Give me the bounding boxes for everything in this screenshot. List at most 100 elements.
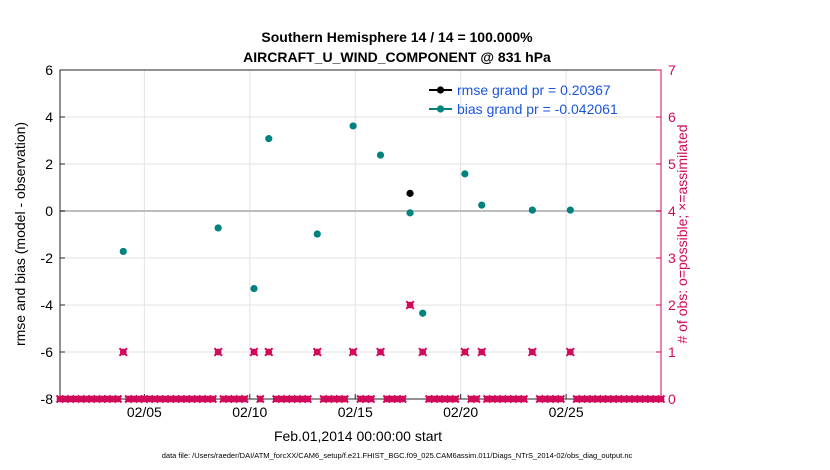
obs-zero-marker-o <box>88 395 96 403</box>
bias-point <box>376 151 385 159</box>
obs-zero-marker-o <box>473 395 480 403</box>
x-axis: 02/05 02/10 02/15 02/20 02/25 <box>127 394 584 420</box>
obs-zero-marker-o <box>167 395 175 403</box>
obs-zero-marker-o <box>441 395 449 403</box>
obs-zero-marker-o <box>293 395 301 403</box>
obs-zero-marker-o <box>193 395 201 403</box>
obs-zero-marker-o <box>172 395 180 403</box>
obs-zero-marker-o <box>336 395 343 403</box>
obs-zero-marker-o <box>615 395 623 403</box>
right-tick-label: 2 <box>668 297 676 313</box>
obs-zero-marker-o <box>230 395 238 403</box>
obs-zero-marker-o <box>357 395 364 403</box>
obs-zero-marker-o <box>209 395 217 403</box>
legend-bias-marker <box>436 105 445 113</box>
obs-zero-marker-o <box>320 395 327 403</box>
obs-zero-marker-o <box>177 395 185 403</box>
obs-zero-marker-o <box>288 395 296 403</box>
obs-zero-marker-o <box>156 395 164 403</box>
left-axis-label: rmse and bias (model - observation) <box>12 122 28 346</box>
bias-point <box>119 247 127 256</box>
legend: rmse grand pr = 0.20367 bias grand pr = … <box>429 82 618 117</box>
right-tick-label: 0 <box>668 391 676 407</box>
x-tick-label: 02/10 <box>232 404 267 420</box>
data-marks <box>55 122 666 404</box>
x-axis-label: Feb.01,2014 00:00:00 start <box>274 428 442 444</box>
obs-zero-marker-o <box>56 395 64 403</box>
obs-assimilated-point <box>249 347 259 357</box>
obs-zero-marker-o <box>130 395 138 403</box>
obs-zero-marker-o <box>304 395 312 403</box>
obs-zero-marker-o <box>425 395 433 403</box>
left-tick-label: 4 <box>45 109 53 125</box>
obs-zero-marker-o <box>446 395 454 403</box>
right-tick-label: 1 <box>668 344 676 360</box>
obs-zero-marker-o <box>652 395 660 403</box>
obs-zero-marker-o <box>383 395 391 403</box>
obs-zero-marker-o <box>504 395 512 403</box>
obs-zero-marker-o <box>583 395 591 403</box>
legend-rmse-label: rmse grand pr = 0.20367 <box>457 82 611 98</box>
left-tick-label: -6 <box>41 344 54 360</box>
obs-zero-marker-o <box>620 395 628 403</box>
obs-zero-marker-o <box>225 395 233 403</box>
bias-point <box>461 170 469 178</box>
bias-point <box>265 135 273 143</box>
obs-zero-marker-o <box>599 395 607 403</box>
obs-assimilated-point <box>565 347 575 357</box>
obs-zero-marker-o <box>151 395 159 403</box>
obs-zero-marker-o <box>394 395 401 403</box>
obs-zero-marker-o <box>77 395 85 403</box>
right-tick-label: 5 <box>668 156 676 172</box>
obs-zero-marker-o <box>198 395 206 403</box>
obs-zero-marker-o <box>188 395 196 403</box>
right-tick-label: 4 <box>668 203 676 219</box>
x-tick-label: 02/05 <box>127 404 162 420</box>
obs-assimilated-point <box>418 347 428 357</box>
obs-zero-marker-o <box>430 395 438 403</box>
obs-zero-marker-o <box>536 395 544 403</box>
obs-zero-marker-o <box>509 395 517 403</box>
obs-zero-marker-o <box>204 395 212 403</box>
left-axis: -8 -6 -4 -2 0 2 4 6 <box>41 62 65 407</box>
bias-point <box>419 309 427 317</box>
footer-data-file: data file: /Users/raeder/DAI/ATM_forcXX/… <box>162 451 633 460</box>
bias-point <box>478 201 486 209</box>
obs-zero-marker-o <box>72 395 80 403</box>
obs-zero-marker-o <box>515 395 523 403</box>
obs-zero-marker-o <box>114 395 122 403</box>
bias-point <box>566 206 574 214</box>
obs-zero-marker-o <box>67 395 74 403</box>
obs-zero-marker-o <box>647 395 654 403</box>
obs-zero-marker-o <box>82 395 90 403</box>
obs-zero-marker-o <box>362 395 370 403</box>
obs-zero-marker-o <box>631 395 639 403</box>
right-tick-label: 7 <box>668 62 676 78</box>
obs-zero-marker-o <box>256 395 264 403</box>
obs-assimilated-point <box>477 347 487 357</box>
bias-point <box>349 122 357 130</box>
obs-zero-marker-o <box>183 395 190 403</box>
bias-point <box>528 206 536 214</box>
obs-zero-marker-o <box>241 395 248 403</box>
obs-zero-marker-o <box>483 395 491 403</box>
obs-zero-marker-o <box>220 395 227 403</box>
obs-zero-marker-o <box>109 395 117 403</box>
obs-zero-marker-o <box>520 395 528 403</box>
obs-zero-marker-o <box>272 395 280 403</box>
obs-zero-marker-o <box>399 395 407 403</box>
obs-zero-marker-o <box>610 395 617 403</box>
obs-zero-marker-o <box>467 395 475 403</box>
obs-zero-marker-o <box>557 395 565 403</box>
chart-subtitle: AIRCRAFT_U_WIND_COMPONENT @ 831 hPa <box>243 49 551 65</box>
legend-rmse-marker <box>436 86 445 94</box>
left-tick-label: 0 <box>45 203 53 219</box>
obs-zero-marker-o <box>578 395 586 403</box>
obs-zero-marker-o <box>341 395 349 403</box>
obs-zero-marker-o <box>330 395 338 403</box>
left-tick-label: 2 <box>45 156 53 172</box>
right-tick-label: 3 <box>668 250 676 266</box>
legend-bias-label: bias grand pr = -0.042061 <box>457 101 618 117</box>
bias-point <box>214 224 222 232</box>
